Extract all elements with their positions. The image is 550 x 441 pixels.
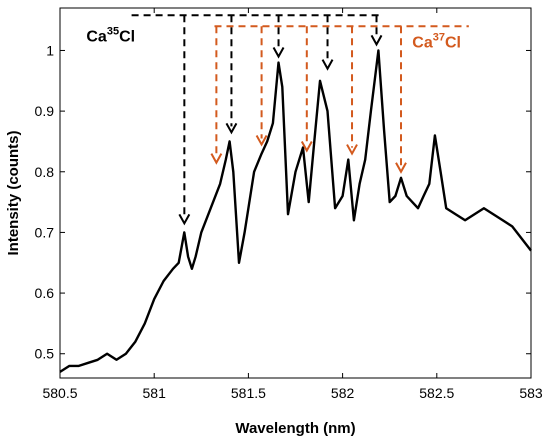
spectrum-line [59, 49, 532, 373]
ca35-annotation: Ca35Cl [86, 14, 383, 226]
ca35-arrow-head [178, 213, 191, 226]
ca37-arrow-head [255, 134, 268, 147]
x-axis-label: Wavelength (nm) [235, 420, 355, 437]
series-layer [59, 49, 532, 373]
y-tick-label: 0.9 [35, 103, 55, 119]
y-tick-label: 0.5 [35, 346, 55, 362]
ca35-arrow-head [225, 122, 238, 135]
ca35-arrow-head [272, 47, 285, 59]
x-tick-label: 581 [143, 385, 167, 401]
plot-border [59, 7, 532, 379]
annotation-layer: Ca35Cl Ca37Cl [86, 14, 469, 226]
y-axis-label: Intensity (counts) [5, 130, 22, 255]
ca37-arrow-head [300, 141, 313, 153]
y-tick-label: 1 [46, 42, 54, 58]
ca35-arrow-head [321, 59, 334, 71]
x-tick-label: 582.5 [419, 385, 454, 401]
x-axis: 580.5 581 581.5 582 582.5 583 [42, 8, 543, 401]
ca37-label: Ca37Cl [412, 31, 461, 51]
x-tick-label: 580.5 [42, 385, 77, 401]
x-tick-label: 582 [331, 385, 355, 401]
y-tick-label: 0.7 [35, 224, 55, 240]
x-tick-label: 583 [519, 385, 543, 401]
ca37-arrow-head [346, 144, 358, 156]
y-tick-label: 0.8 [35, 164, 55, 180]
y-axis: 0.5 0.6 0.7 0.8 0.9 1 [35, 42, 531, 362]
ca35-label: Ca35Cl [86, 25, 135, 45]
plot-frame [59, 7, 532, 379]
ca37-arrow-head [395, 162, 407, 174]
ca37-annotation: Ca37Cl [210, 25, 469, 174]
ca35-arrow-head [370, 34, 383, 47]
x-tick-label: 581.5 [231, 385, 266, 401]
y-tick-label: 0.6 [35, 285, 55, 301]
ca37-arrow-head [210, 153, 223, 165]
